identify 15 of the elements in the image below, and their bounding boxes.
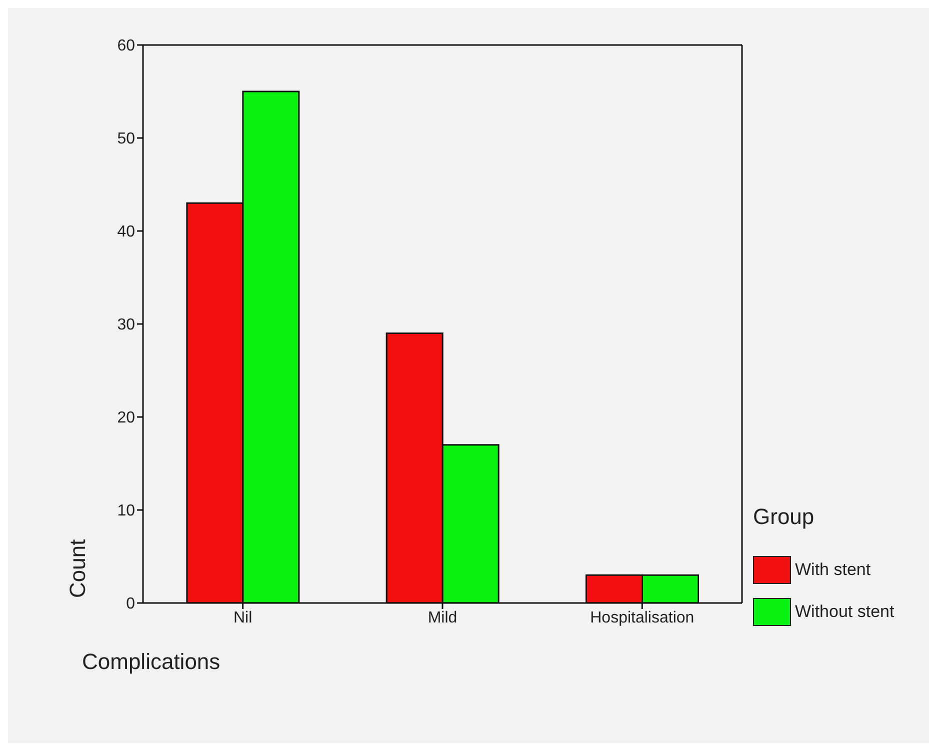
y-tick-label: 30 [117,316,136,334]
y-tick-label: 50 [117,130,136,148]
y-tick-label: 40 [117,224,136,241]
x-tick-label: Hospitalisation [590,609,694,626]
y-axis-title: Count [65,539,90,598]
x-tick-label: Mild [428,609,458,626]
x-axis-title: Complications [82,649,220,674]
legend-label: Without stent [795,602,894,622]
y-tick-label: 20 [117,410,136,427]
y-tick-label: 10 [117,502,136,520]
legend-label: With stent [795,560,871,580]
y-tick-label: 60 [117,38,136,55]
legend-title: Group [753,504,816,530]
y-tick-label: 0 [126,596,136,613]
x-tick-label: Nil [233,609,252,626]
